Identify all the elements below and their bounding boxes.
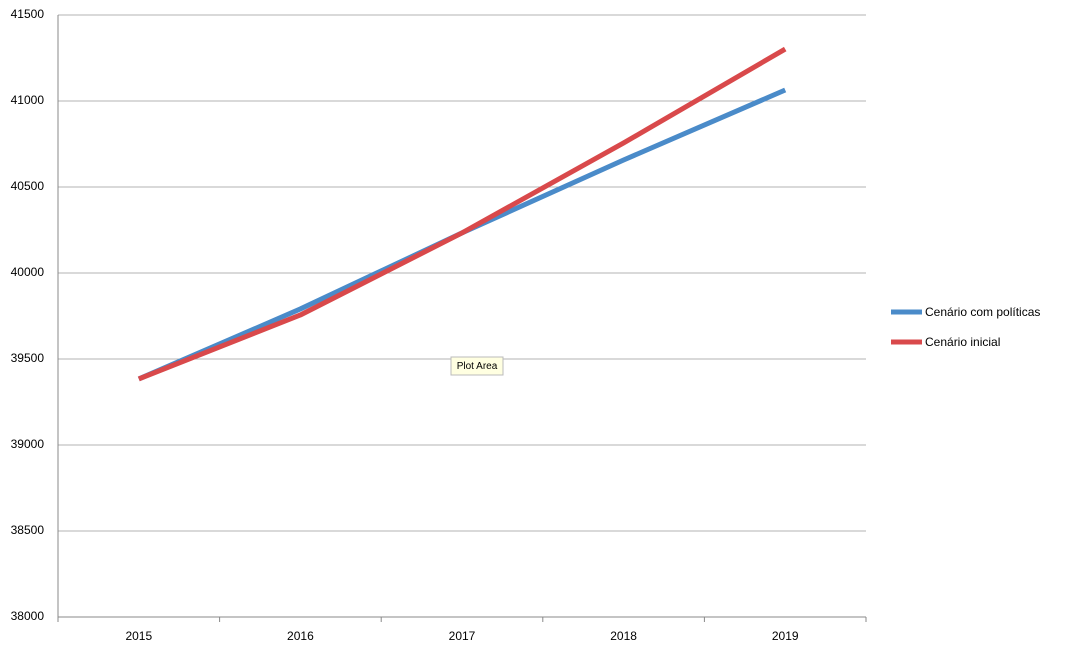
legend-label: Cenário com políticas xyxy=(925,305,1040,319)
y-tick-label: 41000 xyxy=(11,93,45,107)
legend-label: Cenário inicial xyxy=(925,335,1000,349)
y-tick-label: 38000 xyxy=(11,609,45,623)
tooltip-text: Plot Area xyxy=(457,361,498,372)
y-tick-label: 40500 xyxy=(11,179,45,193)
x-tick-label: 2018 xyxy=(610,629,637,643)
tooltip: Plot Area xyxy=(450,356,504,376)
y-tick-label: 39000 xyxy=(11,437,45,451)
x-tick-label: 2016 xyxy=(287,629,314,643)
x-tick-label: 2017 xyxy=(449,629,476,643)
y-tick-label: 40000 xyxy=(11,265,45,279)
tooltip-box xyxy=(450,356,504,376)
y-tick-label: 39500 xyxy=(11,351,45,365)
y-tick-label: 41500 xyxy=(11,7,45,21)
series-line xyxy=(137,46,787,382)
y-tick-label: 38500 xyxy=(11,523,45,537)
x-tick-label: 2019 xyxy=(772,629,799,643)
x-tick-label: 2015 xyxy=(125,629,152,643)
